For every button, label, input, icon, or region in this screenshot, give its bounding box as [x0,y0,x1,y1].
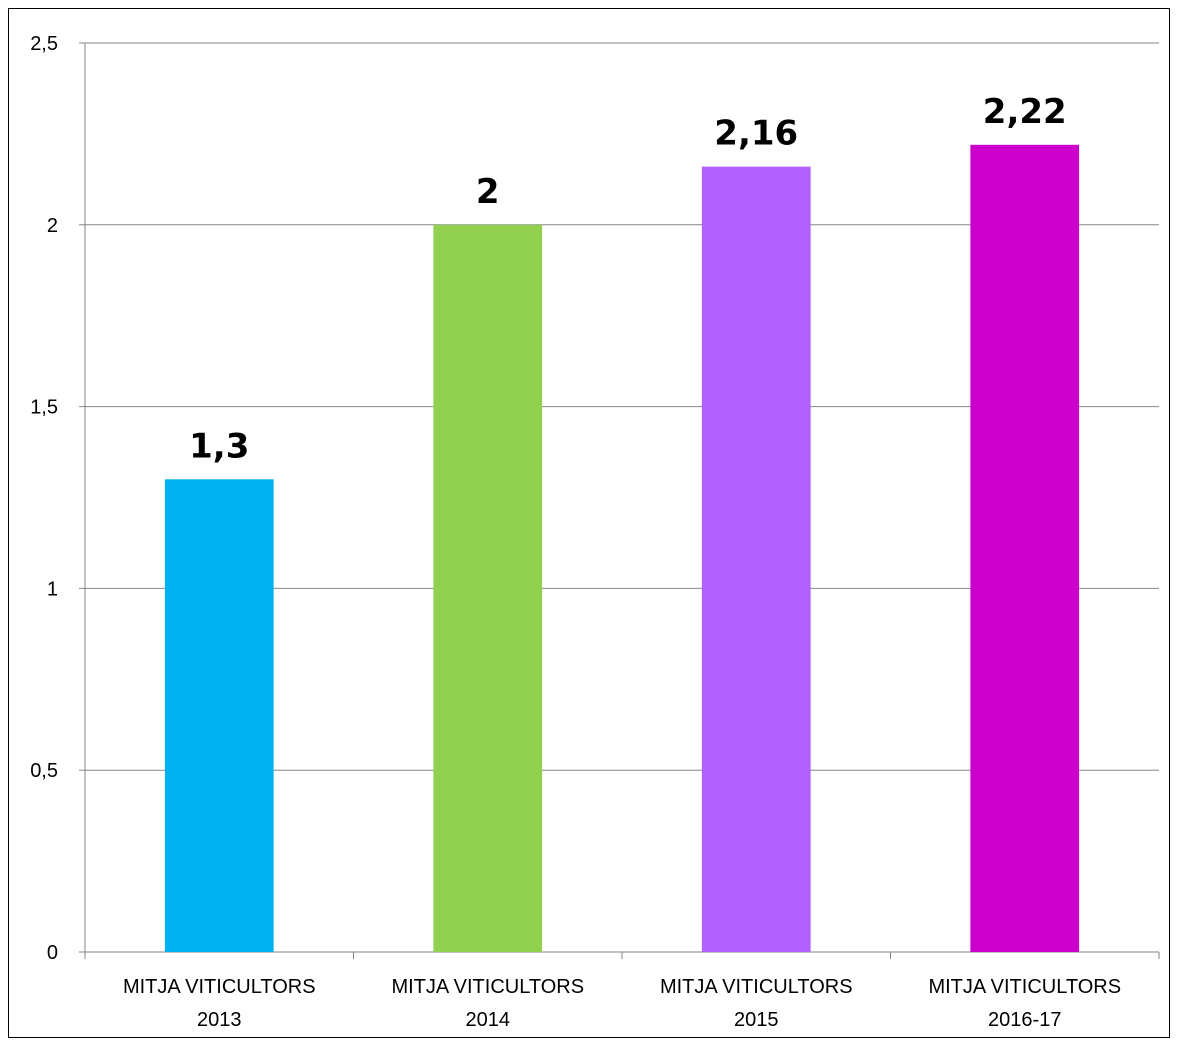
x-category-label: MITJA VITICULTORS [928,976,1121,998]
x-category-label: 2014 [466,1009,511,1031]
x-category-label: 2013 [197,1009,242,1031]
y-tick-label: 0,5 [30,760,58,782]
bar [433,224,543,953]
y-tick-label: 1,5 [30,397,58,419]
data-label: 2 [476,172,500,212]
x-category-label: MITJA VITICULTORS [660,976,853,998]
y-tick-label: 1 [47,578,58,600]
x-category-label: MITJA VITICULTORS [123,976,316,998]
y-tick-label: 2,5 [30,33,58,55]
bar [701,166,811,952]
data-label: 2,22 [983,92,1067,132]
x-category-label: MITJA VITICULTORS [391,976,584,998]
x-category-label: 2016-17 [988,1009,1061,1031]
data-label: 2,16 [714,114,798,154]
data-label: 1,3 [189,426,249,466]
y-tick-label: 2 [47,215,58,237]
bar [970,144,1080,953]
y-tick-label: 0 [47,942,58,964]
bar [164,479,274,952]
x-category-label: 2015 [734,1009,779,1031]
